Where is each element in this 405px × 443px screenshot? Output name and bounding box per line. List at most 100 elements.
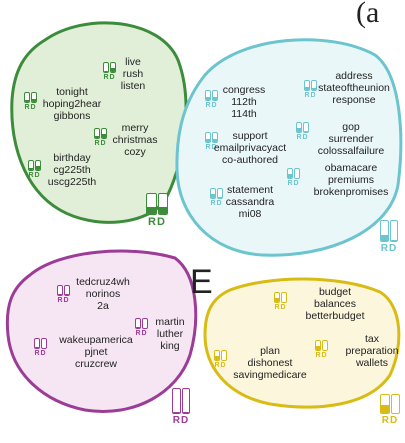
rd-label: RD xyxy=(135,330,148,337)
rd-label: RD xyxy=(205,102,218,109)
icon-bar-d xyxy=(322,340,328,351)
rd-label: RD xyxy=(296,134,309,141)
icon-bar-r xyxy=(94,128,100,139)
term-word: stateoftheunion xyxy=(318,82,390,94)
icon-bar-d xyxy=(217,188,223,199)
icon-bar-d xyxy=(221,350,227,361)
term-word: cruzcrew xyxy=(74,358,118,370)
term-word: tonight xyxy=(56,86,88,98)
term-label: wakeupamerica pjnet cruzcrew xyxy=(59,334,133,370)
icon-fill-r xyxy=(29,167,33,170)
icon-bar-d xyxy=(31,92,37,103)
term-word: savingmedicare xyxy=(233,369,307,381)
rd-label: RD xyxy=(148,216,166,228)
rd-label: RD xyxy=(380,243,398,254)
icon-bar-d xyxy=(389,220,398,242)
rd-label: RD xyxy=(205,144,218,151)
term-word: address xyxy=(335,70,373,82)
icon-fill-r xyxy=(136,327,140,328)
icon-fill-d xyxy=(390,240,397,241)
term-icon: RD xyxy=(287,168,300,188)
rd-label: RD xyxy=(381,415,399,426)
icon-fill-r xyxy=(381,235,388,241)
term-word: brokenpromises xyxy=(313,186,389,198)
icon-fill-r xyxy=(215,355,219,360)
rd-label: RD xyxy=(57,297,70,304)
icon-bar-d xyxy=(157,193,168,215)
term-word: martin xyxy=(155,316,185,328)
term-icon: RD xyxy=(214,350,227,370)
icon-fill-r xyxy=(288,173,292,178)
icon-bar-d xyxy=(142,318,148,329)
term-word: cozy xyxy=(124,146,146,158)
term-word: luther xyxy=(156,328,184,340)
icon-fill-r xyxy=(58,294,62,295)
term-word: response xyxy=(332,94,376,106)
cyan-cluster-outline xyxy=(175,38,403,257)
term-word: listen xyxy=(120,80,146,92)
icon-bar-d xyxy=(101,128,107,139)
icon-bar-r xyxy=(214,350,220,361)
icon-fill-r xyxy=(316,345,320,350)
icon-bar-r xyxy=(146,193,157,215)
term-word: surrender xyxy=(328,133,374,145)
icon-fill-d xyxy=(36,166,40,170)
icon-fill-d xyxy=(312,88,316,90)
icon-bar-r xyxy=(304,80,310,91)
term-word: dishonest xyxy=(247,357,293,369)
icon-bar-r xyxy=(172,388,181,414)
term-icon: RD xyxy=(57,285,70,305)
term-word: gop xyxy=(342,121,360,133)
term-word: plan xyxy=(260,345,280,357)
icon-bar-r xyxy=(210,188,216,199)
term-icon: RD xyxy=(205,132,218,152)
summary-icon: RD xyxy=(146,193,168,228)
term-word: wakeupamerica xyxy=(59,334,133,346)
term-icon: RD xyxy=(205,90,218,110)
term-icon: RD xyxy=(24,92,37,112)
term-word: gibbons xyxy=(53,110,91,122)
term-label: gop surrender colossalfailure xyxy=(318,121,385,157)
icon-fill-r xyxy=(275,298,279,302)
term-label: plan dishonest savingmedicare xyxy=(233,345,307,381)
icon-bar-d xyxy=(212,90,218,101)
term-word: birthday xyxy=(53,152,91,164)
rd-label: RD xyxy=(172,415,190,426)
term-label: address stateoftheunion response xyxy=(318,70,390,106)
term-icon: RD xyxy=(135,318,148,338)
term-word: preparation xyxy=(345,345,399,357)
term-word: premiums xyxy=(327,174,375,186)
yellow-cluster-outline xyxy=(203,277,401,409)
term-word: co-authored xyxy=(221,154,279,166)
term-icon: RD xyxy=(315,340,328,360)
icon-fill-r xyxy=(173,411,180,413)
icon-fill-d xyxy=(158,207,167,214)
term-word: norinos xyxy=(85,288,121,300)
icon-fill-d xyxy=(182,411,189,413)
icon-fill-r xyxy=(35,347,39,348)
icon-bar-d xyxy=(311,80,317,91)
term-icon: RD xyxy=(94,128,107,148)
icon-bar-d xyxy=(303,122,309,133)
icon-bar-r xyxy=(103,62,109,73)
summary-icon: RD xyxy=(380,220,398,254)
icon-fill-r xyxy=(305,87,309,90)
term-label: tax preparation wallets xyxy=(345,333,398,369)
rd-label: RD xyxy=(103,74,116,81)
term-word: betterbudget xyxy=(305,310,365,322)
icon-bar-r xyxy=(274,292,280,303)
icon-bar-r xyxy=(380,394,390,414)
icon-bar-d xyxy=(281,292,287,303)
icon-bar-r xyxy=(135,318,141,329)
icon-bar-r xyxy=(34,338,40,349)
term-label: tedcruz4wh norinos 2a xyxy=(76,276,130,312)
rd-label: RD xyxy=(214,362,227,369)
term-label: obamacare premiums brokenpromises xyxy=(314,162,389,198)
term-word: congress xyxy=(222,84,266,96)
icon-bar-d xyxy=(294,168,300,179)
term-word: christmas xyxy=(112,134,158,146)
term-word: wallets xyxy=(355,357,389,369)
term-label: merry christmas cozy xyxy=(113,122,158,158)
icon-bar-r xyxy=(287,168,293,179)
icon-bar-r xyxy=(24,92,30,103)
